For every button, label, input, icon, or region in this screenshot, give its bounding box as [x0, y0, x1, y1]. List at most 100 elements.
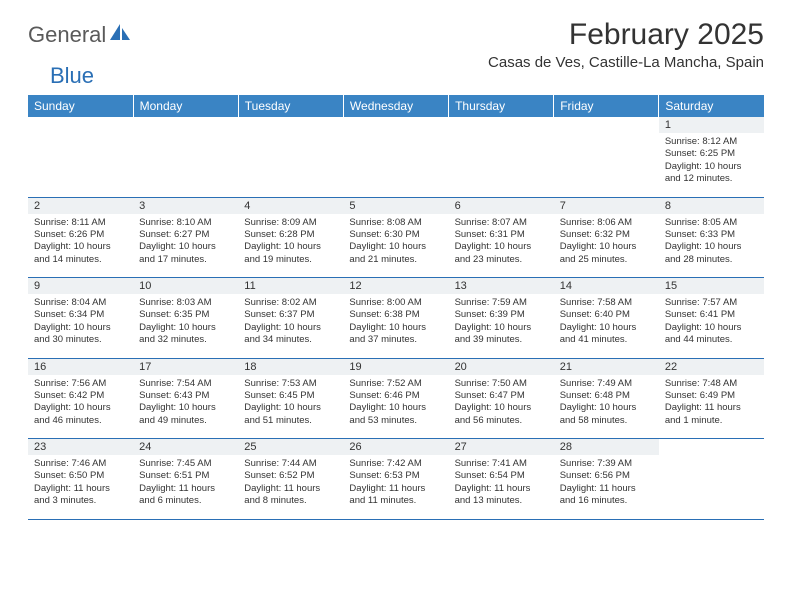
sunrise-text: Sunrise: 7:50 AM: [455, 378, 548, 390]
sunset-text: Sunset: 6:46 PM: [349, 390, 442, 402]
day-number: 11: [238, 278, 343, 295]
day1-text: Daylight: 10 hours: [665, 241, 758, 253]
dow-thursday: Thursday: [449, 95, 554, 117]
sunset-text: Sunset: 6:48 PM: [560, 390, 653, 402]
sunset-text: Sunset: 6:41 PM: [665, 309, 758, 321]
logo-sail-icon: [110, 24, 132, 47]
day-number: 23: [28, 439, 133, 456]
day2-text: and 8 minutes.: [244, 495, 337, 507]
day-cell: [28, 133, 133, 197]
sunset-text: Sunset: 6:35 PM: [139, 309, 232, 321]
sunset-text: Sunset: 6:28 PM: [244, 229, 337, 241]
week-4-daynum-row: 232425262728: [28, 439, 764, 456]
day-cell: Sunrise: 7:48 AMSunset: 6:49 PMDaylight:…: [659, 375, 764, 439]
day1-text: Daylight: 10 hours: [560, 402, 653, 414]
sunrise-text: Sunrise: 8:08 AM: [349, 217, 442, 229]
sunrise-text: Sunrise: 8:12 AM: [665, 136, 758, 148]
day-number: [28, 117, 133, 133]
day2-text: and 53 minutes.: [349, 415, 442, 427]
day-number: 16: [28, 358, 133, 375]
sunset-text: Sunset: 6:31 PM: [455, 229, 548, 241]
day-number: 15: [659, 278, 764, 295]
day2-text: and 37 minutes.: [349, 334, 442, 346]
day2-text: and 19 minutes.: [244, 254, 337, 266]
week-1-daynum-row: 2345678: [28, 197, 764, 214]
sunrise-text: Sunrise: 8:04 AM: [34, 297, 127, 309]
day-cell: Sunrise: 7:45 AMSunset: 6:51 PMDaylight:…: [133, 455, 238, 519]
sunrise-text: Sunrise: 8:00 AM: [349, 297, 442, 309]
dow-monday: Monday: [133, 95, 238, 117]
sunrise-text: Sunrise: 8:11 AM: [34, 217, 127, 229]
sunrise-text: Sunrise: 8:02 AM: [244, 297, 337, 309]
day1-text: Daylight: 11 hours: [139, 483, 232, 495]
month-title: February 2025: [488, 18, 764, 52]
sunrise-text: Sunrise: 7:39 AM: [560, 458, 653, 470]
day1-text: Daylight: 10 hours: [349, 241, 442, 253]
day1-text: Daylight: 11 hours: [34, 483, 127, 495]
sunrise-text: Sunrise: 7:46 AM: [34, 458, 127, 470]
day-cell: Sunrise: 7:39 AMSunset: 6:56 PMDaylight:…: [554, 455, 659, 519]
day-number: 8: [659, 197, 764, 214]
day-number: 21: [554, 358, 659, 375]
sunset-text: Sunset: 6:52 PM: [244, 470, 337, 482]
day1-text: Daylight: 10 hours: [34, 402, 127, 414]
sunset-text: Sunset: 6:53 PM: [349, 470, 442, 482]
day-number: 7: [554, 197, 659, 214]
day1-text: Daylight: 10 hours: [560, 241, 653, 253]
sunset-text: Sunset: 6:42 PM: [34, 390, 127, 402]
sunset-text: Sunset: 6:37 PM: [244, 309, 337, 321]
week-4-content-row: Sunrise: 7:46 AMSunset: 6:50 PMDaylight:…: [28, 455, 764, 519]
day-cell: Sunrise: 8:07 AMSunset: 6:31 PMDaylight:…: [449, 214, 554, 278]
day-cell: [554, 133, 659, 197]
day-number: 4: [238, 197, 343, 214]
sunrise-text: Sunrise: 8:07 AM: [455, 217, 548, 229]
day-cell: Sunrise: 7:49 AMSunset: 6:48 PMDaylight:…: [554, 375, 659, 439]
day2-text: and 56 minutes.: [455, 415, 548, 427]
day-number: [343, 117, 448, 133]
sunrise-text: Sunrise: 7:58 AM: [560, 297, 653, 309]
calendar-body: 1Sunrise: 8:12 AMSunset: 6:25 PMDaylight…: [28, 117, 764, 519]
title-block: February 2025 Casas de Ves, Castille-La …: [488, 18, 764, 71]
day-number: 22: [659, 358, 764, 375]
sunset-text: Sunset: 6:34 PM: [34, 309, 127, 321]
day-cell: Sunrise: 7:56 AMSunset: 6:42 PMDaylight:…: [28, 375, 133, 439]
day2-text: and 41 minutes.: [560, 334, 653, 346]
day1-text: Daylight: 10 hours: [244, 241, 337, 253]
day-cell: Sunrise: 7:53 AMSunset: 6:45 PMDaylight:…: [238, 375, 343, 439]
day-number: 28: [554, 439, 659, 456]
day-number: 24: [133, 439, 238, 456]
logo: General: [28, 18, 134, 48]
sunset-text: Sunset: 6:45 PM: [244, 390, 337, 402]
day2-text: and 1 minute.: [665, 415, 758, 427]
day1-text: Daylight: 11 hours: [665, 402, 758, 414]
day-number: 17: [133, 358, 238, 375]
dow-saturday: Saturday: [659, 95, 764, 117]
sunrise-text: Sunrise: 7:48 AM: [665, 378, 758, 390]
day2-text: and 21 minutes.: [349, 254, 442, 266]
dow-tuesday: Tuesday: [238, 95, 343, 117]
day2-text: and 17 minutes.: [139, 254, 232, 266]
day1-text: Daylight: 10 hours: [665, 161, 758, 173]
day-cell: Sunrise: 8:08 AMSunset: 6:30 PMDaylight:…: [343, 214, 448, 278]
sunset-text: Sunset: 6:26 PM: [34, 229, 127, 241]
day1-text: Daylight: 10 hours: [139, 402, 232, 414]
day1-text: Daylight: 10 hours: [34, 241, 127, 253]
day-number: 26: [343, 439, 448, 456]
day1-text: Daylight: 10 hours: [560, 322, 653, 334]
sunrise-text: Sunrise: 7:52 AM: [349, 378, 442, 390]
day-number: [133, 117, 238, 133]
sunset-text: Sunset: 6:32 PM: [560, 229, 653, 241]
day1-text: Daylight: 10 hours: [139, 241, 232, 253]
week-2-content-row: Sunrise: 8:04 AMSunset: 6:34 PM Daylight:…: [28, 294, 764, 358]
location: Casas de Ves, Castille-La Mancha, Spain: [488, 54, 764, 71]
day-cell: [659, 455, 764, 519]
day2-text: and 11 minutes.: [349, 495, 442, 507]
day2-text: and 3 minutes.: [34, 495, 127, 507]
day-number: 14: [554, 278, 659, 295]
day-cell: Sunrise: 7:54 AMSunset: 6:43 PMDaylight:…: [133, 375, 238, 439]
sunrise-text: Sunrise: 7:44 AM: [244, 458, 337, 470]
day-cell: Sunrise: 8:11 AMSunset: 6:26 PMDaylight:…: [28, 214, 133, 278]
day-cell: Sunrise: 8:04 AMSunset: 6:34 PMDaylight:…: [28, 294, 133, 358]
sunrise-text: Sunrise: 7:53 AM: [244, 378, 337, 390]
day-number: 25: [238, 439, 343, 456]
